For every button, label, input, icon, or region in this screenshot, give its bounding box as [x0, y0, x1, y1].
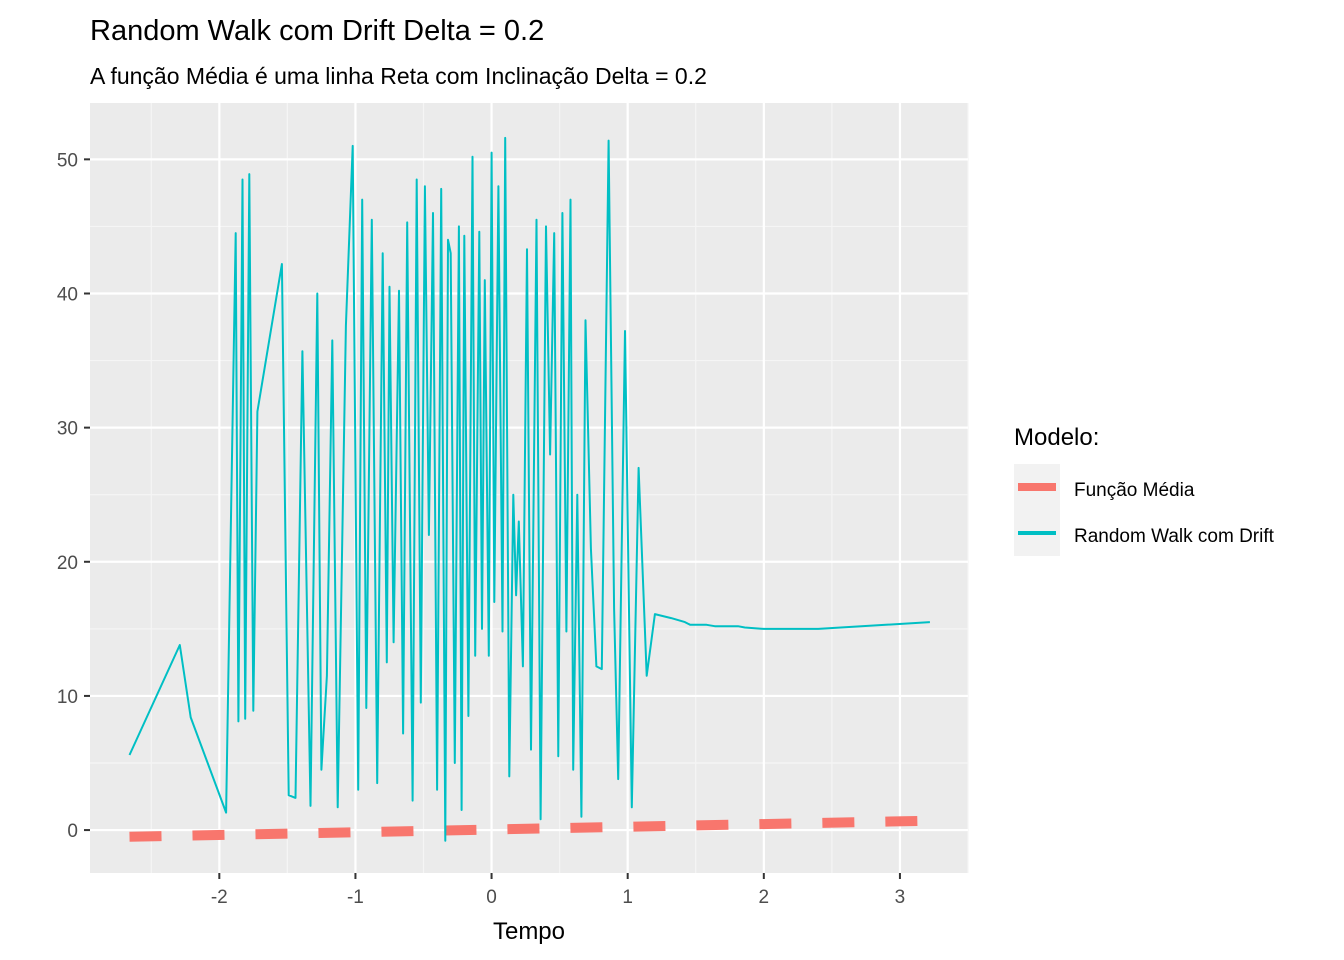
series-line-random-walk — [128, 136, 930, 842]
series-layer — [128, 136, 931, 842]
y-axis: 0 10 20 30 40 50 — [57, 150, 90, 842]
legend-title: Modelo: — [1014, 424, 1099, 451]
y-tick-label: 20 — [57, 553, 78, 574]
y-tick-label: 30 — [57, 419, 78, 440]
x-tick-label: 0 — [486, 887, 497, 908]
x-tick-label: 1 — [622, 887, 633, 908]
x-tick-label: 3 — [895, 887, 906, 908]
x-axis: -2 -1 0 1 2 3 — [211, 873, 905, 908]
y-tick-label: 40 — [57, 284, 78, 305]
y-tick-label: 0 — [67, 821, 78, 842]
y-tick-label: 10 — [57, 687, 78, 708]
chart-subtitle: A função Média é uma linha Reta com Incl… — [90, 63, 707, 89]
y-tick-label: 50 — [57, 150, 78, 171]
legend: Modelo: Função Média Random Walk com Dri… — [1014, 424, 1275, 556]
series-line-funcao-media — [129, 815, 931, 842]
legend-label-random-walk: Random Walk com Drift — [1074, 526, 1275, 547]
chart-title: Random Walk com Drift Delta = 0.2 — [90, 15, 544, 47]
x-tick-label: -2 — [211, 887, 228, 908]
legend-label-funcao-media: Função Média — [1074, 480, 1195, 501]
x-tick-label: 2 — [759, 887, 770, 908]
x-tick-label: -1 — [347, 887, 364, 908]
x-axis-title: Tempo — [493, 918, 565, 945]
